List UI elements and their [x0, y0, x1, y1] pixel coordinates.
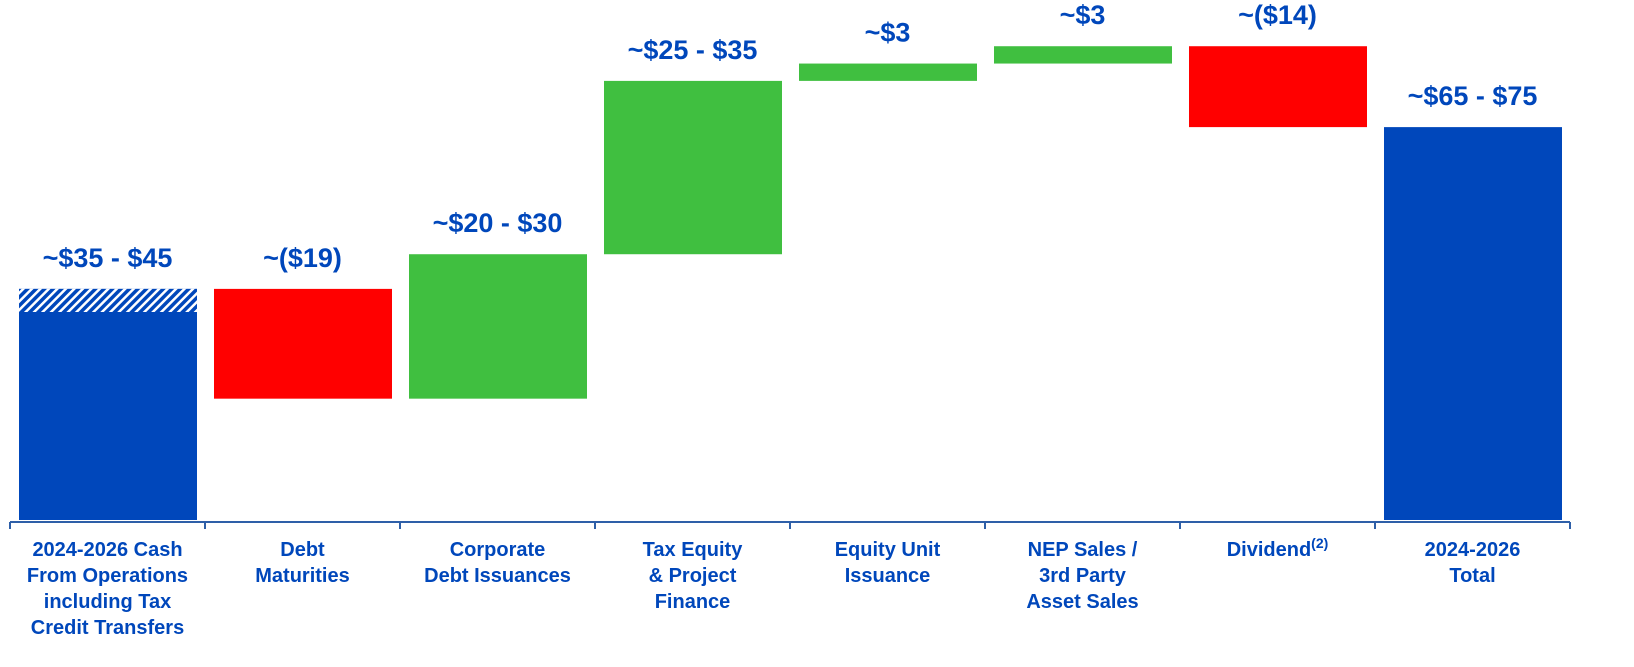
category-line: Issuance: [845, 565, 931, 587]
category-line: NEP Sales /: [1028, 539, 1138, 561]
category-line: Debt Issuances: [424, 565, 571, 587]
category-line: 2024-2026: [1425, 539, 1521, 561]
bar: [409, 254, 587, 399]
category-label: Debt Maturities: [255, 539, 349, 587]
bar: [1189, 46, 1367, 128]
category-line: Credit Transfers: [31, 617, 184, 639]
category-label: Tax Equity & Project Finance: [643, 539, 744, 613]
category-line: Total: [1449, 565, 1495, 587]
value-label: ~$3: [1060, 0, 1106, 30]
hatched-segment: [19, 288, 197, 312]
value-label: ~$25 - $35: [628, 35, 758, 65]
category-line: 3rd Party: [1039, 565, 1127, 587]
category-line: Finance: [655, 591, 731, 613]
category-line: Corporate: [450, 539, 546, 561]
bar: [604, 80, 782, 255]
category-label: 2024-2026 Total: [1425, 539, 1521, 587]
category-label: Equity Unit Issuance: [835, 539, 941, 587]
category-line: From Operations: [27, 565, 188, 587]
value-label: ~($14): [1238, 0, 1317, 30]
category-label: Corporate Debt Issuances: [424, 539, 571, 587]
bar: [1384, 127, 1562, 520]
category-line: 2024-2026 Cash: [32, 539, 182, 561]
value-label: ~($19): [263, 243, 342, 273]
category-line: Equity Unit: [835, 539, 941, 561]
category-label: Dividend(2): [1227, 535, 1329, 561]
value-label: ~$3: [865, 18, 911, 48]
category-line: Maturities: [255, 565, 349, 587]
category-line: including Tax: [44, 591, 171, 613]
category-label: NEP Sales / 3rd Party Asset Sales: [1026, 539, 1138, 613]
bar: [799, 63, 977, 81]
category-line: Dividend: [1227, 539, 1311, 561]
category-line: & Project: [649, 565, 737, 587]
category-line: Debt: [280, 539, 325, 561]
category-label: 2024-2026 Cash From Operations including T…: [27, 539, 188, 639]
value-label: ~$65 - $75: [1408, 81, 1538, 111]
bar: [994, 46, 1172, 64]
value-label: ~$20 - $30: [433, 208, 563, 238]
bar: [19, 288, 197, 520]
value-label: ~$35 - $45: [43, 243, 173, 273]
bar: [214, 288, 392, 399]
footnote-mark: (2): [1311, 535, 1328, 551]
category-line: Asset Sales: [1026, 591, 1138, 613]
category-line: Tax Equity: [643, 539, 744, 561]
